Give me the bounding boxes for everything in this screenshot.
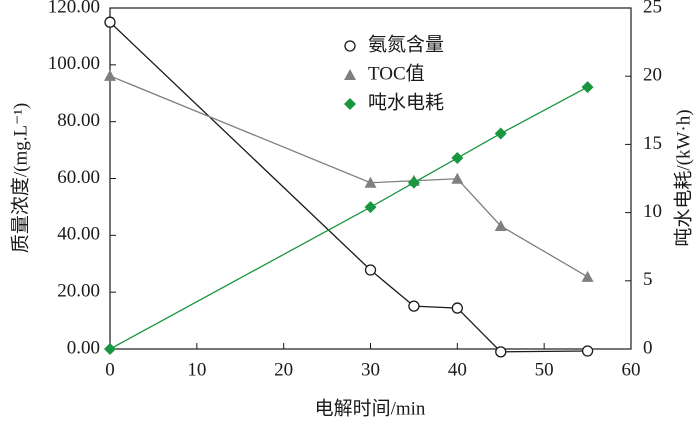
point (494, 127, 507, 140)
series-line (109, 86, 588, 350)
legend-label: 氨氮含量 (368, 33, 444, 55)
y-tick-label: 0.00 (67, 337, 100, 358)
y-tick-label: 60.00 (57, 167, 100, 188)
point (581, 345, 594, 357)
point (581, 270, 594, 282)
point (364, 201, 377, 214)
y-tick-label: 80.00 (57, 110, 100, 131)
y-tick-label: 20.00 (57, 281, 100, 302)
x-axis-title: 电解时间/min (315, 397, 426, 419)
series-line (109, 75, 588, 278)
point (407, 176, 420, 189)
point (451, 302, 463, 314)
y2-tick-label: 20 (643, 65, 662, 86)
series-line (109, 21, 588, 353)
x-tick-label: 30 (361, 359, 380, 380)
point (494, 219, 507, 231)
point (364, 176, 377, 188)
legend-label: 吨水电耗 (368, 91, 444, 113)
y-axis-title: 质量浓度/(mg.L⁻¹) (9, 103, 31, 253)
y2-tick-label: 25 (643, 0, 662, 17)
point (581, 81, 594, 94)
legend-marker (344, 98, 356, 110)
point (104, 69, 116, 81)
point (364, 264, 377, 276)
x-tick-label: 40 (448, 359, 467, 380)
point (451, 172, 464, 184)
y-tick-label: 120.00 (48, 0, 100, 17)
y-tick-label: 100.00 (48, 53, 100, 74)
x-tick-label: 10 (187, 359, 206, 380)
x-tick-label: 20 (274, 359, 293, 380)
y2-tick-label: 15 (643, 133, 662, 154)
y2-tick-label: 0 (643, 337, 653, 358)
point (495, 346, 507, 358)
y2-axis-title: 吨水电耗/(kW·h) (672, 109, 694, 246)
legend-marker (344, 69, 356, 80)
x-tick-label: 50 (535, 359, 554, 380)
y2-tick-label: 10 (643, 201, 662, 222)
x-tick-label: 0 (105, 359, 115, 380)
legend-marker (344, 40, 356, 52)
point (104, 16, 116, 28)
point (451, 152, 464, 165)
legend-label: TOC值 (368, 62, 425, 84)
x-tick-label: 60 (622, 359, 641, 380)
point (104, 343, 116, 355)
y-tick-label: 40.00 (57, 224, 100, 245)
y2-tick-label: 5 (643, 269, 653, 290)
point (408, 300, 420, 312)
